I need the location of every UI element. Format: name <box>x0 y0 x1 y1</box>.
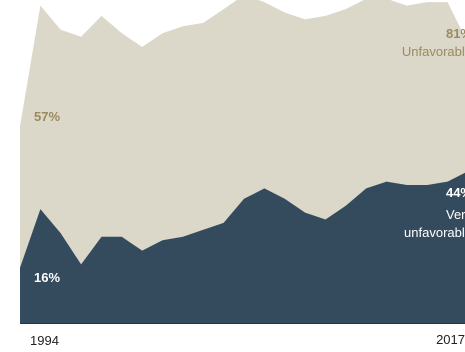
very-unfavorable-start-label: 16% <box>34 270 60 285</box>
very-unfavorable-area <box>20 172 465 323</box>
unfavorable-start-label: 57% <box>34 109 60 124</box>
unfavorable-series-name: Unfavorable <box>402 44 465 59</box>
very-unfavorable-end-value-label: 44% <box>446 185 465 200</box>
very-unfavorable-series-name-line-2: unfavorable <box>404 225 465 240</box>
x-tick-label-end: 2017 <box>436 332 465 347</box>
very-unfavorable-series-name-line-1: Very <box>446 207 465 222</box>
x-tick-label-start: 1994 <box>30 333 59 348</box>
unfavorable-end-value-label: 81% <box>446 26 465 41</box>
